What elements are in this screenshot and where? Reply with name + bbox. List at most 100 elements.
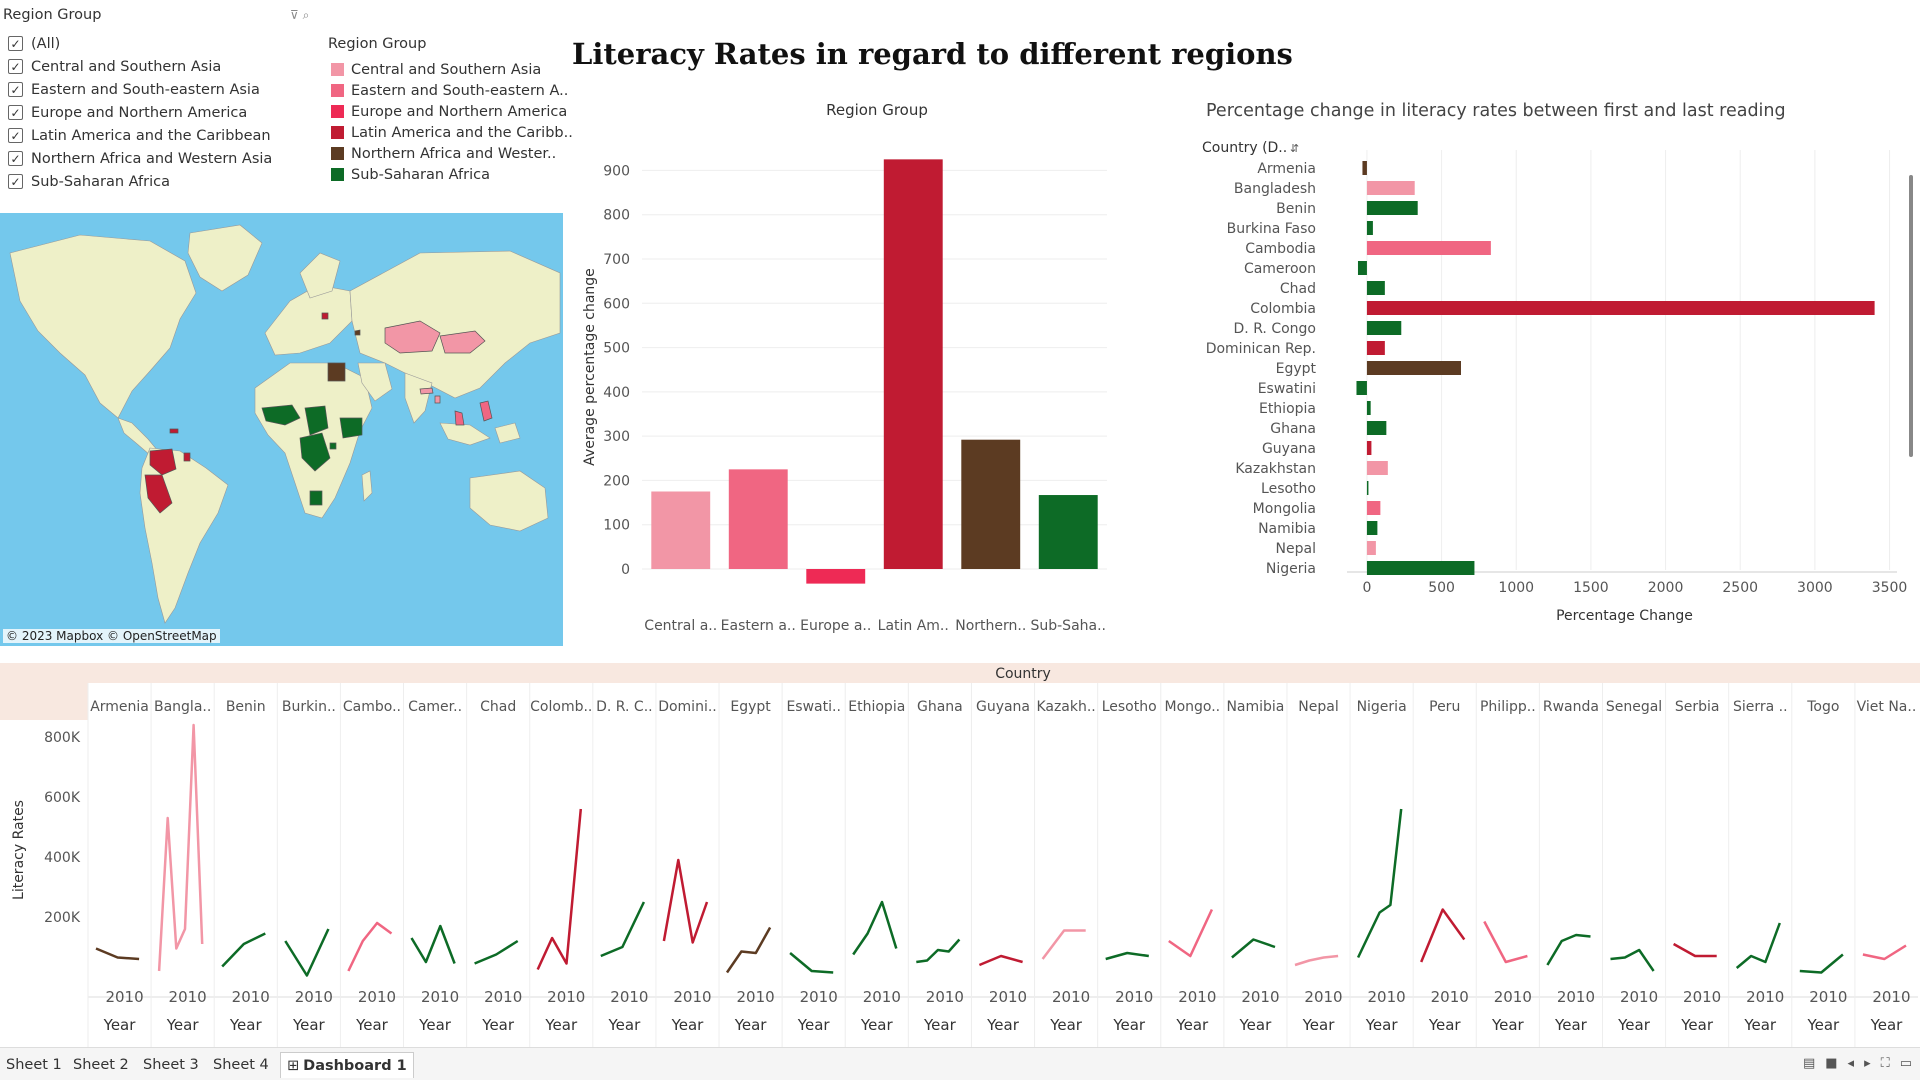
map-ethiopia[interactable] bbox=[339, 417, 363, 439]
country-label[interactable]: Armenia bbox=[1257, 161, 1316, 177]
checkbox[interactable]: ✓ bbox=[8, 82, 23, 97]
bar[interactable] bbox=[1366, 561, 1475, 575]
bar[interactable] bbox=[1366, 501, 1381, 515]
country-label[interactable]: Lesotho bbox=[1261, 481, 1316, 497]
map-attribution[interactable]: © 2023 Mapbox © OpenStreetMap bbox=[3, 629, 220, 643]
series-line[interactable] bbox=[852, 900, 898, 956]
series-line[interactable] bbox=[789, 952, 834, 974]
country-label[interactable]: Egypt bbox=[1276, 361, 1317, 377]
checkbox[interactable]: ✓ bbox=[8, 36, 23, 51]
bar[interactable] bbox=[1366, 341, 1385, 355]
country-header[interactable]: Ghana bbox=[917, 699, 963, 715]
map-guyana[interactable] bbox=[183, 452, 191, 462]
country-label[interactable]: Burkina Faso bbox=[1227, 221, 1316, 237]
series-line[interactable] bbox=[1735, 922, 1781, 969]
legend-item[interactable]: Central and Southern Asia bbox=[331, 59, 573, 80]
literacy-rates-line-chart[interactable]: Country Literacy Rates 200K 400K 600K 800K Arm… bbox=[0, 660, 1920, 1055]
legend-item[interactable]: Eastern and South-eastern A.. bbox=[331, 80, 573, 101]
scroll-left-icon[interactable]: ◂ bbox=[1847, 1056, 1855, 1071]
country-label[interactable]: Colombia bbox=[1250, 301, 1316, 317]
country-header[interactable]: Kazakh.. bbox=[1036, 699, 1095, 715]
film-strip-icon[interactable]: ■ bbox=[1825, 1056, 1838, 1071]
bar[interactable] bbox=[1366, 201, 1418, 215]
bar[interactable] bbox=[961, 439, 1021, 569]
sort-icon[interactable]: ⇵ bbox=[1290, 142, 1299, 155]
series-line[interactable] bbox=[1105, 951, 1149, 961]
series-line[interactable] bbox=[978, 954, 1023, 967]
country-header[interactable]: Philipp.. bbox=[1480, 699, 1536, 715]
fit-icon[interactable]: ⛶ bbox=[1880, 1056, 1890, 1071]
country-header[interactable]: Benin bbox=[226, 699, 266, 715]
bar[interactable] bbox=[1357, 261, 1367, 275]
sheet-tab[interactable]: Sheet 3 bbox=[137, 1052, 205, 1078]
country-header[interactable]: Mongo.. bbox=[1164, 699, 1220, 715]
map-canvas[interactable] bbox=[0, 213, 563, 646]
bar[interactable] bbox=[1366, 521, 1378, 535]
country-header[interactable]: Eswati.. bbox=[786, 699, 840, 715]
legend-item[interactable]: Northern Africa and Wester.. bbox=[331, 143, 573, 164]
map-philippines[interactable] bbox=[479, 400, 493, 422]
country-header[interactable]: Colomb.. bbox=[530, 699, 592, 715]
map-chad[interactable] bbox=[304, 405, 329, 436]
sheet-tab[interactable]: Sheet 4 bbox=[207, 1052, 275, 1078]
bar[interactable] bbox=[1366, 541, 1376, 555]
map-dominican-rep[interactable] bbox=[169, 428, 179, 434]
search-icon[interactable]: ⌕ bbox=[302, 8, 310, 22]
country-header[interactable]: D. R. C.. bbox=[596, 699, 653, 715]
filter-item[interactable]: ✓ Sub-Saharan Africa bbox=[8, 170, 272, 193]
country-label[interactable]: Dominican Rep. bbox=[1206, 341, 1316, 357]
sheet-tab[interactable]: ⊞ Dashboard 1 bbox=[280, 1052, 414, 1078]
bar[interactable] bbox=[1366, 361, 1461, 375]
series-line[interactable] bbox=[95, 947, 140, 961]
series-line[interactable] bbox=[1672, 942, 1717, 958]
map-nepal[interactable] bbox=[419, 387, 434, 395]
sheet-tab[interactable]: Sheet 2 bbox=[67, 1052, 135, 1078]
bar[interactable] bbox=[1366, 481, 1369, 495]
country-header[interactable]: Nepal bbox=[1298, 699, 1338, 715]
country-label[interactable]: D. R. Congo bbox=[1234, 321, 1316, 337]
country-header[interactable]: Rwanda bbox=[1543, 699, 1599, 715]
presentation-icon[interactable]: ▭ bbox=[1899, 1056, 1912, 1071]
checkbox[interactable]: ✓ bbox=[8, 59, 23, 74]
country-label[interactable]: Ghana bbox=[1270, 421, 1316, 437]
country-header[interactable]: Senegal bbox=[1606, 699, 1662, 715]
bar[interactable] bbox=[1366, 421, 1387, 435]
country-header[interactable]: Namibia bbox=[1226, 699, 1284, 715]
bar[interactable] bbox=[1356, 381, 1367, 395]
country-percentage-change-chart[interactable]: Percentage change in literacy rates betw… bbox=[1192, 95, 1920, 635]
series-line[interactable] bbox=[1168, 908, 1214, 958]
map-rwanda[interactable] bbox=[329, 442, 337, 450]
world-map[interactable]: © 2023 Mapbox © OpenStreetMap bbox=[0, 213, 563, 646]
series-line[interactable] bbox=[347, 921, 393, 972]
series-line[interactable] bbox=[410, 924, 456, 964]
checkbox[interactable]: ✓ bbox=[8, 105, 23, 120]
map-vietnam[interactable] bbox=[454, 410, 465, 426]
series-line[interactable] bbox=[536, 808, 583, 971]
series-line[interactable] bbox=[1799, 953, 1844, 974]
series-line[interactable] bbox=[1483, 920, 1528, 964]
bar[interactable] bbox=[1366, 281, 1385, 295]
legend-item[interactable]: Latin America and the Caribb.. bbox=[331, 122, 573, 143]
filter-item[interactable]: ✓ Europe and Northern America bbox=[8, 101, 272, 124]
bar[interactable] bbox=[1366, 241, 1491, 255]
series-line[interactable] bbox=[1420, 908, 1466, 963]
sheet-tab[interactable]: Sheet 1 bbox=[0, 1052, 68, 1078]
country-label[interactable]: Bangladesh bbox=[1234, 181, 1316, 197]
series-line[interactable] bbox=[474, 939, 519, 965]
filter-item[interactable]: ✓ Central and Southern Asia bbox=[8, 55, 272, 78]
map-colombia[interactable] bbox=[149, 448, 177, 476]
bar[interactable] bbox=[728, 469, 788, 569]
legend-item[interactable]: Europe and Northern America bbox=[331, 101, 573, 122]
country-label[interactable]: Chad bbox=[1280, 281, 1316, 297]
series-line[interactable] bbox=[662, 858, 709, 944]
country-label[interactable]: Cameroon bbox=[1244, 261, 1316, 277]
scrollbar[interactable] bbox=[1909, 175, 1913, 457]
bar[interactable] bbox=[1366, 221, 1373, 235]
bar[interactable] bbox=[1366, 401, 1371, 415]
country-label[interactable]: Nigeria bbox=[1266, 561, 1316, 577]
country-header[interactable]: Nigeria bbox=[1357, 699, 1407, 715]
map-bangladesh[interactable] bbox=[434, 395, 441, 404]
country-header[interactable]: Egypt bbox=[730, 699, 771, 715]
country-header[interactable]: Sierra .. bbox=[1733, 699, 1788, 715]
series-line[interactable] bbox=[1610, 948, 1655, 972]
